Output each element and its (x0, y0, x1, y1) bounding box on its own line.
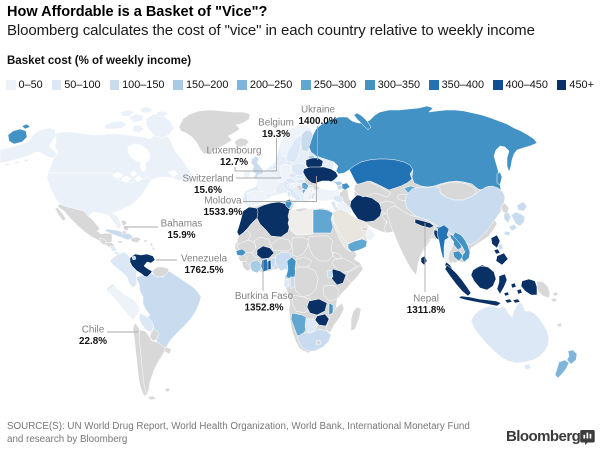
svg-text:1400.0%: 1400.0% (299, 116, 338, 127)
svg-text:12.7%: 12.7% (220, 157, 248, 168)
svg-text:1762.5%: 1762.5% (185, 265, 224, 276)
svg-text:Belgium: Belgium (258, 118, 294, 129)
svg-text:Ukraine: Ukraine (301, 105, 336, 116)
svg-text:Luxembourg: Luxembourg (207, 146, 262, 157)
svg-text:Burkina Faso: Burkina Faso (235, 291, 294, 302)
svg-text:Nepal: Nepal (413, 294, 439, 305)
svg-text:Moldova: Moldova (204, 196, 242, 207)
svg-text:1533.9%: 1533.9% (204, 207, 243, 218)
svg-text:1352.8%: 1352.8% (245, 303, 284, 314)
svg-text:19.3%: 19.3% (262, 129, 290, 140)
svg-text:15.6%: 15.6% (194, 185, 222, 196)
svg-text:Switzerland: Switzerland (182, 174, 233, 185)
svg-text:Bahamas: Bahamas (161, 219, 203, 230)
svg-text:Venezuela: Venezuela (181, 254, 228, 265)
svg-text:Chile: Chile (82, 325, 105, 336)
svg-text:1311.8%: 1311.8% (407, 305, 446, 316)
svg-text:15.9%: 15.9% (167, 230, 195, 241)
svg-text:22.8%: 22.8% (79, 336, 107, 347)
